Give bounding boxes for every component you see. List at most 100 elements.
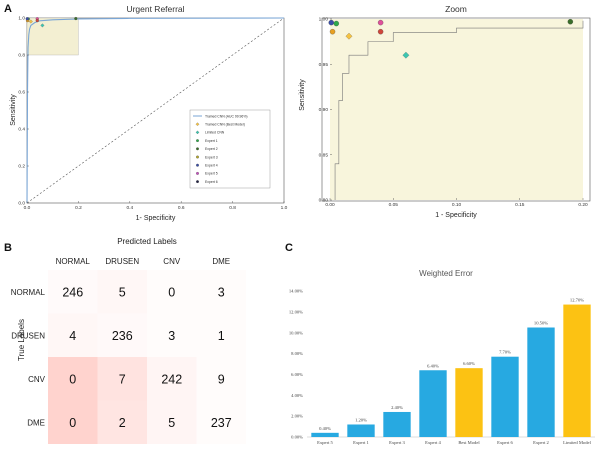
bar-y-tick-label: 4.00% xyxy=(291,393,303,398)
bar-y-tick-label: 6.00% xyxy=(291,372,303,377)
bar-category-label: Expert 4 xyxy=(425,440,441,445)
x-tick-label: 1.0 xyxy=(281,205,288,211)
cm-col-label: NORMAL xyxy=(56,257,91,266)
bar-y-tick-label: 0.00% xyxy=(291,435,303,440)
x-tick-label: 0.8 xyxy=(229,205,236,211)
bar xyxy=(347,424,375,437)
chance-line xyxy=(26,17,285,204)
bar-category-label: Expert 3 xyxy=(389,440,405,445)
weighted-error-chart: Weighted Error 0.00% 2.00% 4.00% 6.00% 8.00%… xyxy=(289,269,595,445)
zoom-point xyxy=(567,19,574,25)
cm-cell-value: 246 xyxy=(62,285,83,299)
cm-cell xyxy=(196,400,246,444)
y-tick-label: 0.90 xyxy=(319,107,329,113)
cm-row-label: NORMAL xyxy=(11,288,46,297)
cm-cell xyxy=(97,357,147,401)
cm-cell-value: 236 xyxy=(112,329,133,343)
y-tick-label: 0.0 xyxy=(18,201,25,207)
cm-predicted-title: Predicted Labels xyxy=(117,237,177,246)
bar xyxy=(527,327,555,437)
cm-cell xyxy=(147,313,197,357)
legend-swatch xyxy=(196,139,199,143)
x-tick-label: 0.20 xyxy=(578,202,588,208)
cm-true-title: True Labels xyxy=(17,319,26,361)
legend-label: Trained CNN (Best Model) xyxy=(205,123,245,127)
x-tick-label: 0.10 xyxy=(452,202,462,208)
cm-cell xyxy=(48,357,98,401)
cm-cell xyxy=(196,313,246,357)
cm-cell-value: 0 xyxy=(168,285,175,299)
x-tick-label: 0.2 xyxy=(75,205,82,211)
cm-cell-value: 237 xyxy=(211,416,232,430)
bar xyxy=(563,304,591,437)
bar xyxy=(455,368,483,437)
cm-col-label: DME xyxy=(212,257,230,266)
cm-cell-value: 5 xyxy=(168,416,175,430)
cm-cell-value: 3 xyxy=(168,329,175,343)
bar-category-label: Limited Model xyxy=(563,440,591,445)
zoom-point xyxy=(377,28,384,35)
cm-cell-value: 5 xyxy=(119,285,126,299)
y-tick-label: 0.85 xyxy=(319,152,329,158)
bar-value-label: 0.40% xyxy=(319,426,331,431)
bar xyxy=(491,356,519,437)
cm-cell-value: 0 xyxy=(69,372,76,386)
legend-label: Expert 6 xyxy=(205,180,218,184)
zoom-point xyxy=(328,19,334,26)
y-tick-label: 0.2 xyxy=(18,164,25,170)
roc-point xyxy=(35,18,39,23)
y-tick-label: 0.95 xyxy=(319,62,329,68)
legend-box xyxy=(189,109,271,189)
cm-cell xyxy=(48,270,98,314)
bar-value-label: 1.20% xyxy=(355,417,367,422)
legend-label: Expert 1 xyxy=(205,139,218,143)
legend-label: Expert 3 xyxy=(205,155,218,159)
roc-main-chart: Urgent Referral 1- Specificity Sensitivi… xyxy=(10,4,288,222)
legend-label: Trained CNN (AUC 99.96%) xyxy=(205,114,247,118)
y-tick-label: 0.4 xyxy=(18,127,25,133)
cm-cell-value: 0 xyxy=(69,416,76,430)
roc-main-ylabel: Sensitivity xyxy=(10,94,17,126)
cm-cell xyxy=(196,357,246,401)
bar-y-tick-label: 2.00% xyxy=(291,414,303,419)
panel-letter-b: B xyxy=(4,242,12,254)
roc-point xyxy=(28,19,33,24)
cm-cell xyxy=(147,400,197,444)
roc-zoom-ylabel: Sensitivity xyxy=(299,79,306,111)
cm-cell xyxy=(97,400,147,444)
legend-swatch xyxy=(196,163,199,167)
legend-swatch xyxy=(196,147,199,151)
cm-cell-value: 9 xyxy=(218,372,225,386)
bar-value-label: 10.50% xyxy=(534,321,548,326)
cm-cell xyxy=(48,313,98,357)
cm-row-label: DME xyxy=(27,418,45,427)
x-tick-label: 0.05 xyxy=(389,202,399,208)
zoom-point xyxy=(329,28,336,35)
zoom-point xyxy=(345,32,353,40)
x-tick-label: 0.0 xyxy=(24,205,31,211)
zoom-point xyxy=(377,19,384,26)
cm-cell xyxy=(147,357,197,401)
bar-category-label: Expert 5 xyxy=(317,440,333,445)
cm-cell-value: 7 xyxy=(119,372,126,386)
roc-main-xlabel: 1- Specificity xyxy=(136,215,176,222)
bar-category-label: Expert 1 xyxy=(353,440,369,445)
roc-point xyxy=(74,16,78,21)
bar-category-label: Expert 2 xyxy=(533,440,549,445)
bar-y-tick-label: 8.00% xyxy=(291,351,303,356)
legend-swatch xyxy=(196,180,199,184)
y-tick-label: 0.6 xyxy=(18,90,25,96)
bar xyxy=(419,370,447,437)
legend-label: Limited CNN xyxy=(205,131,225,135)
cm-row-label: DRUSEN xyxy=(11,331,45,340)
legend-label: Expert 5 xyxy=(205,172,218,176)
bar xyxy=(383,411,411,437)
zoom-point xyxy=(333,20,340,27)
zoom-roc-curve xyxy=(334,20,584,200)
roc-main-title: Urgent Referral xyxy=(126,4,184,14)
legend-label: Expert 4 xyxy=(205,164,218,168)
bar-y-tick-label: 10.00% xyxy=(289,330,303,335)
cm-cell-value: 2 xyxy=(119,416,126,430)
cm-cell-value: 4 xyxy=(69,329,76,343)
panel-letter-c: C xyxy=(285,242,293,254)
